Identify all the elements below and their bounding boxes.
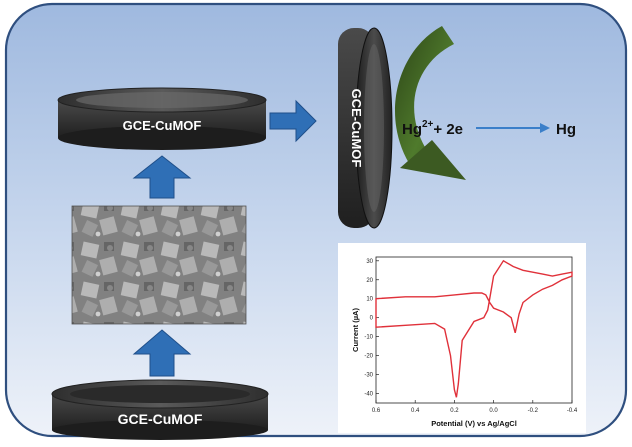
reaction-arrow-icon — [540, 123, 550, 133]
cv-chart-background — [338, 243, 586, 433]
y-tick-label: 20 — [366, 278, 373, 284]
x-tick-label: 0.0 — [489, 408, 498, 414]
y-tick-label: 0 — [370, 316, 374, 322]
bottom-electrode: GCE-CuMOF — [51, 379, 269, 440]
reaction-reactant: Hg — [402, 121, 422, 138]
y-tick-label: -40 — [364, 392, 373, 398]
y-axis-label: Current (µA) — [351, 308, 360, 352]
x-tick-label: -0.4 — [567, 408, 578, 414]
y-tick-label: -10 — [364, 335, 373, 341]
x-tick-label: 0.2 — [450, 408, 459, 414]
reaction-electrons: + 2e — [433, 121, 463, 138]
up-arrow-icon-lower — [132, 329, 192, 377]
x-axis-label: Potential (V) vs Ag/AgCl — [431, 419, 517, 428]
y-tick-label: 10 — [366, 297, 373, 303]
top-electrode: GCE-CuMOF — [57, 87, 267, 150]
cv-chart: 0.6 0.4 0.2 0.0 -0.2 -0.4 30 20 10 0 -10 -20 -30 -40… — [338, 243, 586, 433]
cv-plot-frame — [375, 256, 573, 404]
vertical-electrode-label: GCE-CuMOF — [349, 89, 364, 168]
x-tick-label: 0.4 — [411, 408, 420, 414]
y-tick-label: -20 — [364, 354, 373, 360]
svg-text:Hg2++ 2e: Hg2++ 2e — [402, 119, 463, 138]
x-tick-label: 0.6 — [372, 408, 381, 414]
vertical-electrode: GCE-CuMOF — [338, 27, 393, 229]
curved-arrow-icon — [395, 26, 466, 180]
y-tick-label: -30 — [364, 373, 373, 379]
top-electrode-label: GCE-CuMOF — [123, 118, 202, 133]
right-arrow-icon — [269, 99, 317, 143]
cv-series-line — [375, 259, 573, 398]
reaction-equation: Hg2++ 2e Hg — [402, 119, 576, 138]
reaction-product: Hg — [556, 121, 576, 138]
bottom-electrode-label: GCE-CuMOF — [118, 411, 203, 427]
x-ticks: 0.6 0.4 0.2 0.0 -0.2 -0.4 — [372, 400, 578, 414]
y-ticks: 30 20 10 0 -10 -20 -30 -40 — [364, 259, 379, 398]
sem-micrograph — [71, 205, 247, 325]
up-arrow-icon-upper — [132, 155, 192, 199]
reaction-charge: 2+ — [422, 119, 434, 130]
y-tick-label: 30 — [366, 259, 373, 265]
x-tick-label: -0.2 — [528, 408, 539, 414]
